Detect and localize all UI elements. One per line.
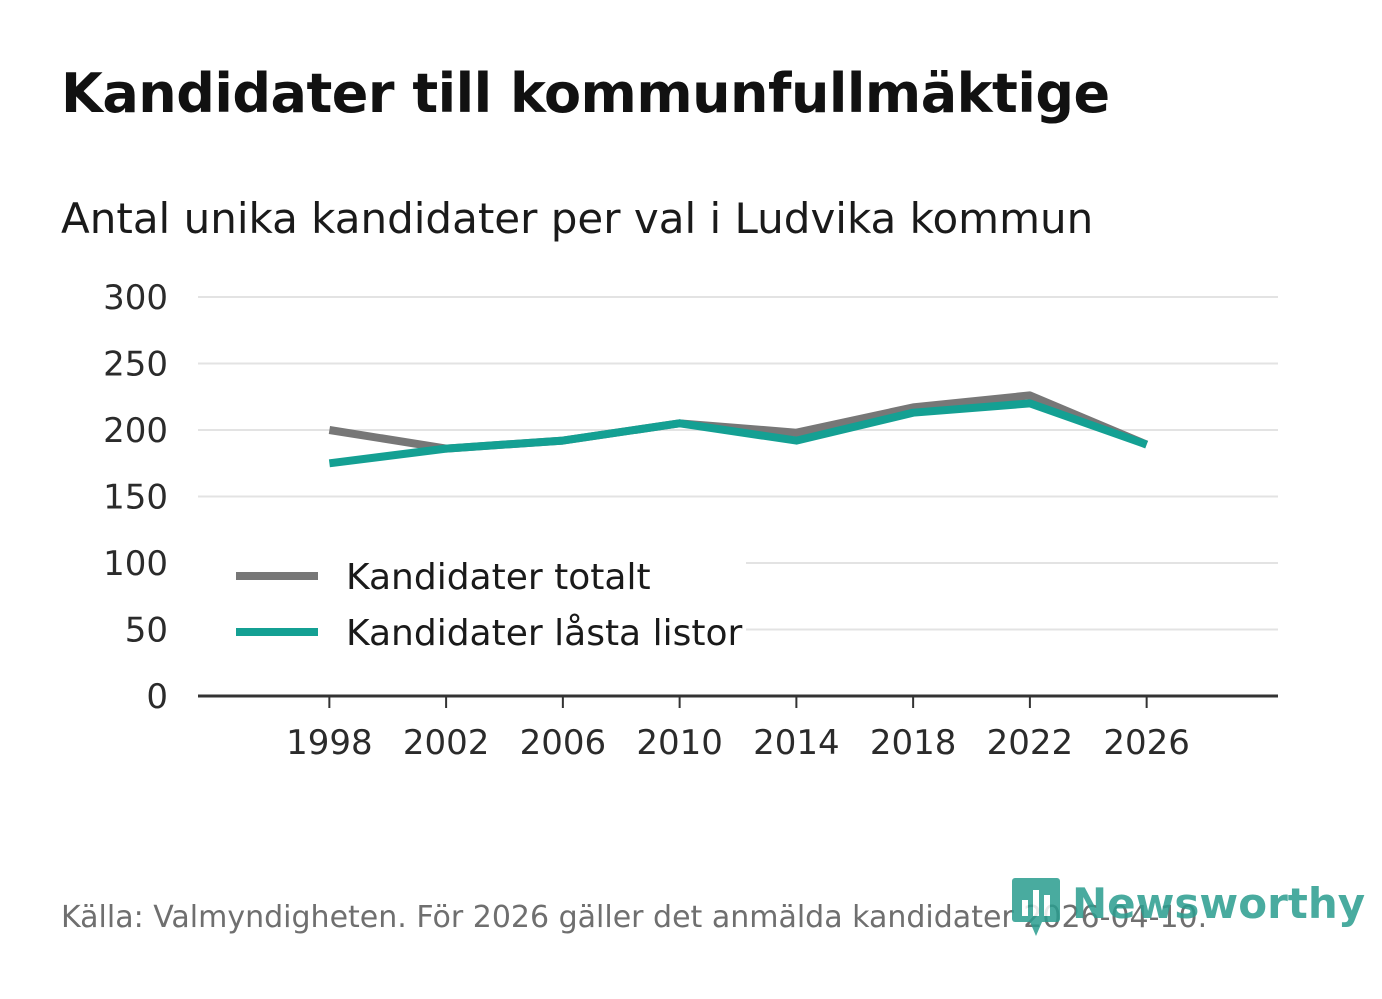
x-tick-label: 2018 xyxy=(870,723,957,763)
y-tick-label: 250 xyxy=(103,345,168,385)
x-tick-label: 2010 xyxy=(636,723,723,763)
axes: 0 50 100 150 200 250 300 1998 2002 2006 2010 2014 20… xyxy=(103,278,1278,763)
chart-title: Kandidater till kommunfullmäktige xyxy=(61,62,1110,125)
x-tick-label: 1998 xyxy=(286,723,373,763)
x-tick-label: 2014 xyxy=(753,723,840,763)
legend-label: Kandidater totalt xyxy=(346,557,651,598)
x-tick-label: 2002 xyxy=(403,723,490,763)
y-tick-label: 150 xyxy=(103,478,168,518)
bar-chart-speech-bubble-icon xyxy=(1012,878,1060,936)
series-line-2 xyxy=(328,399,1148,468)
x-tick-label: 2026 xyxy=(1103,723,1190,763)
x-tick-label: 2006 xyxy=(520,723,607,763)
newsworthy-logo: Newsworthy xyxy=(1012,878,1365,938)
legend-label: Kandidater låsta listor xyxy=(346,613,742,654)
chart-subtitle: Antal unika kandidater per val i Ludvika… xyxy=(61,194,1094,243)
y-tick-label: 0 xyxy=(146,677,168,717)
y-tick-label: 200 xyxy=(103,411,168,451)
legend-background xyxy=(198,548,746,664)
x-tick-label: 2022 xyxy=(987,723,1074,763)
series-lines xyxy=(328,391,1149,468)
y-tick-label: 100 xyxy=(103,544,168,584)
legend: Kandidater totalt Kandidater låsta listor xyxy=(198,548,746,664)
logo-wordmark: Newsworthy xyxy=(1072,879,1366,928)
y-tick-label: 300 xyxy=(103,278,168,318)
y-tick-label: 50 xyxy=(125,611,168,651)
